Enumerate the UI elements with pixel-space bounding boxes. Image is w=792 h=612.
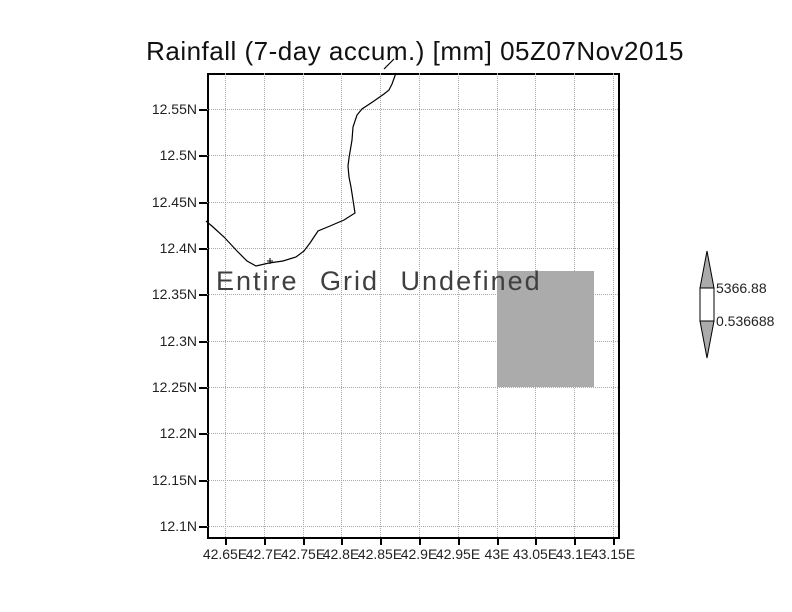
y-tick-label: 12.4N xyxy=(159,240,197,256)
h-gridline xyxy=(207,202,618,203)
x-axis-tick xyxy=(497,537,499,545)
x-axis-tick xyxy=(574,537,576,545)
plot-frame xyxy=(207,73,620,539)
x-tick-label: 43.05E xyxy=(512,546,558,562)
y-tick-label: 12.3N xyxy=(159,333,197,349)
y-axis-tick xyxy=(199,387,207,389)
y-axis-tick xyxy=(199,202,207,204)
y-tick-label: 12.55N xyxy=(151,101,197,117)
v-gridline xyxy=(341,73,342,537)
h-gridline xyxy=(207,294,618,295)
y-tick-label: 12.15N xyxy=(151,472,197,488)
x-axis-tick xyxy=(613,537,615,545)
coastline-path xyxy=(205,72,397,267)
y-tick-label: 12.45N xyxy=(151,194,197,210)
x-tick-label: 43.1E xyxy=(555,546,593,562)
v-gridline xyxy=(458,73,459,537)
x-tick-label: 42.75E xyxy=(280,546,326,562)
x-tick-label: 42.95E xyxy=(435,546,481,562)
h-gridline xyxy=(207,248,618,249)
v-gridline xyxy=(225,73,226,537)
x-tick-label: 43.15E xyxy=(590,546,636,562)
x-axis-tick xyxy=(458,537,460,545)
x-axis-tick xyxy=(380,537,382,545)
x-tick-label: 43E xyxy=(484,546,510,562)
x-axis-tick xyxy=(535,537,537,545)
y-tick-label: 12.1N xyxy=(159,518,197,534)
x-axis-tick xyxy=(303,537,305,545)
colorbar-min-label: 0.536688 xyxy=(716,313,775,329)
undefined-annotation: Entire Grid Undefined xyxy=(216,266,542,296)
v-gridline xyxy=(419,73,420,537)
y-axis-tick xyxy=(199,526,207,528)
h-gridline xyxy=(207,109,618,110)
x-tick-label: 42.7E xyxy=(245,546,283,562)
v-gridline xyxy=(303,73,304,537)
x-axis-tick xyxy=(419,537,421,545)
x-axis-tick xyxy=(264,537,266,545)
y-axis-tick xyxy=(199,294,207,296)
undefined-data-region xyxy=(496,271,594,387)
x-axis-tick xyxy=(341,537,343,545)
v-gridline xyxy=(380,73,381,537)
colorbar-lower-arrow xyxy=(699,320,715,359)
h-gridline xyxy=(207,433,618,434)
h-gridline xyxy=(207,526,618,527)
colorbar-max-label: 5366.88 xyxy=(716,280,767,296)
y-axis-tick xyxy=(199,341,207,343)
h-gridline xyxy=(207,480,618,481)
v-gridline xyxy=(264,73,265,537)
x-tick-label: 42.85E xyxy=(357,546,403,562)
y-tick-label: 12.35N xyxy=(151,286,197,302)
coastline-path xyxy=(383,58,395,70)
h-gridline xyxy=(207,341,618,342)
x-tick-label: 42.65E xyxy=(202,546,248,562)
y-axis-tick xyxy=(199,433,207,435)
chart-title: Rainfall (7-day accum.) [mm] 05Z07Nov201… xyxy=(146,36,684,66)
y-axis-tick xyxy=(199,109,207,111)
y-axis-tick xyxy=(199,248,207,250)
h-gridline xyxy=(207,155,618,156)
x-tick-label: 42.8E xyxy=(322,546,360,562)
y-axis-tick xyxy=(199,480,207,482)
colorbar xyxy=(699,250,715,359)
y-tick-label: 12.5N xyxy=(159,147,197,163)
y-tick-label: 12.2N xyxy=(159,425,197,441)
h-gridline xyxy=(207,387,618,388)
y-tick-label: 12.25N xyxy=(151,379,197,395)
y-axis-tick xyxy=(199,155,207,157)
v-gridline xyxy=(613,73,614,537)
x-axis-tick xyxy=(225,537,227,545)
x-tick-label: 42.9E xyxy=(400,546,438,562)
